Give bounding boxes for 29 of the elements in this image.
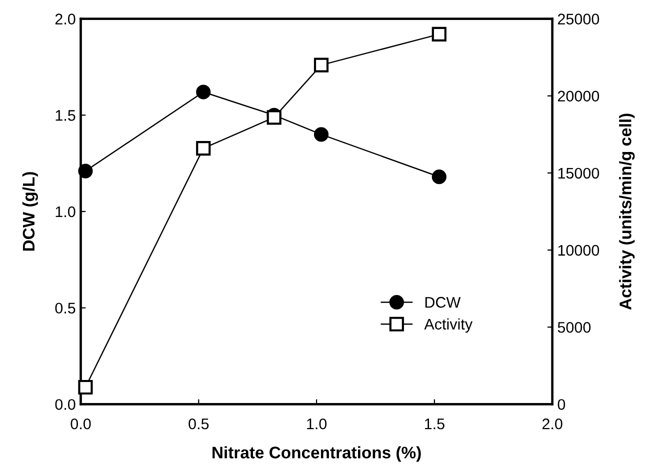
y-tick-label: 1.5 [56, 110, 76, 121]
y2-tick-label: 15000 [558, 168, 600, 179]
x-tick-label: 1.5 [424, 418, 444, 430]
y2-tick-label: 25000 [558, 14, 600, 24]
y-axis-title: DCW (g/L) [22, 172, 38, 251]
y-tick-label: 0.0 [55, 399, 76, 410]
y-tick-label: 2.0 [55, 14, 76, 24]
x-tick-label: 1.0 [307, 418, 327, 430]
legend-label: DCW [425, 296, 461, 308]
y2-axis-title: Activity (units/min/g cell) [619, 114, 635, 310]
point [432, 26, 446, 42]
x-tick-label: 0.0 [70, 418, 91, 430]
x-tick-label: 2.0 [542, 418, 562, 430]
point [196, 141, 211, 156]
point [196, 84, 211, 100]
x-axis-title: Nitrate Concentrations (%) [212, 446, 421, 462]
y-tick-label: 0.5 [55, 302, 76, 314]
point [432, 170, 446, 184]
y2-tick-label: 10000 [558, 244, 600, 256]
point [78, 380, 93, 395]
legend-label: Activity [424, 318, 473, 333]
point [314, 127, 329, 142]
point [266, 110, 282, 125]
y2-tick-label: 5000 [558, 322, 591, 333]
x-tick-label: 0.5 [188, 418, 209, 430]
y2-tick-label: 0 [558, 399, 566, 410]
point [314, 58, 329, 72]
y-tick-label: 1.0 [56, 206, 76, 218]
y2-tick-label: 20000 [558, 90, 600, 102]
